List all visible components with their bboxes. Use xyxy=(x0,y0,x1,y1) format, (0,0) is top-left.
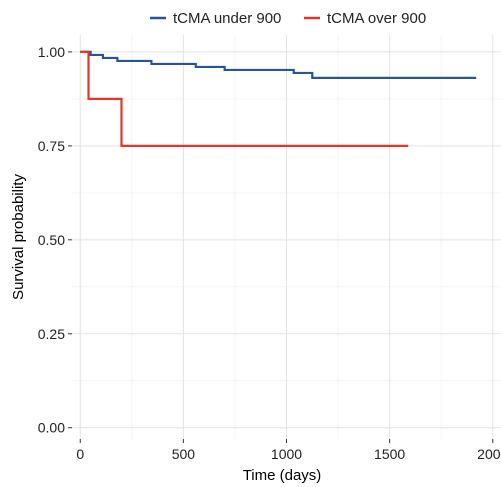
legend-label-series-0: tCMA under 900 xyxy=(173,10,281,27)
x-tick-label: 500 xyxy=(172,446,196,462)
x-tick-label: 1000 xyxy=(271,446,302,462)
axes: 0.00 0.25 0.50 0.75 1.00 0 500 1000 1500 2000 xyxy=(38,44,501,462)
x-tick-label: 1500 xyxy=(374,446,405,462)
y-tick-label: 0.75 xyxy=(38,138,65,154)
x-tick-label: 0 xyxy=(76,446,84,462)
series-layer xyxy=(80,50,477,147)
y-tick-label: 0.50 xyxy=(38,232,65,248)
y-tick-label: 0.00 xyxy=(38,420,65,436)
series-line-1 xyxy=(80,50,409,147)
legend: tCMA under 900 tCMA over 900 xyxy=(150,10,426,27)
x-tick-label: 2000 xyxy=(477,446,501,462)
x-axis-label: Time (days) xyxy=(243,467,322,484)
series-line-0 xyxy=(80,50,477,79)
y-tick-label: 0.25 xyxy=(38,326,65,342)
y-axis-label: Survival probability xyxy=(10,174,27,300)
y-tick-label: 1.00 xyxy=(38,44,65,60)
legend-label-series-1: tCMA over 900 xyxy=(327,10,426,27)
